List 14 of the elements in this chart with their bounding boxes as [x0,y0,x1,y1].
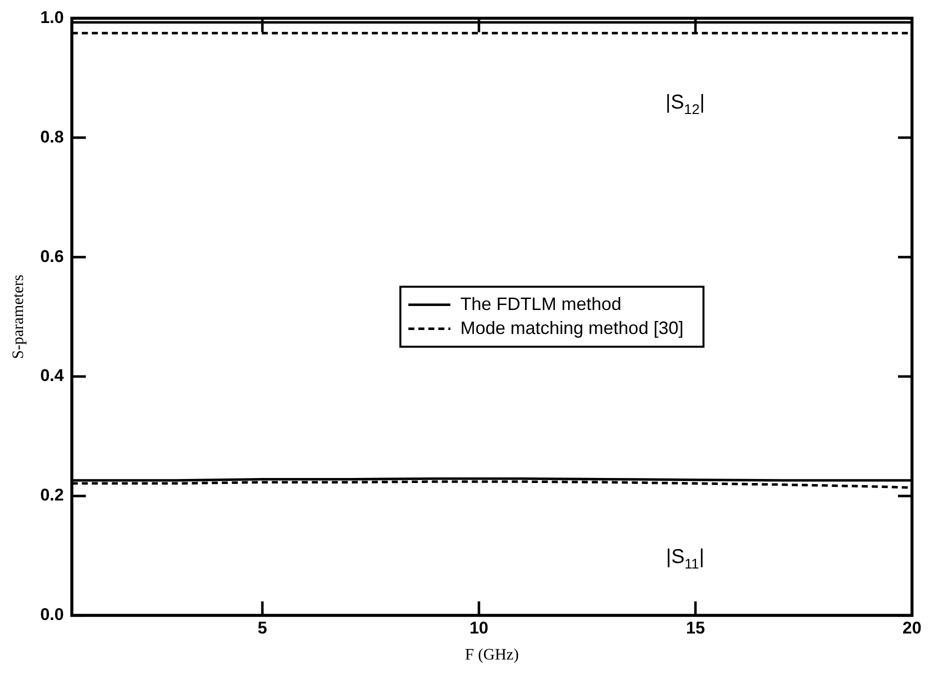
legend-label: Mode matching method [30] [460,318,684,338]
legend-label: The FDTLM method [460,294,622,314]
x-tick-label: 15 [686,618,705,638]
y-tick-label: 0.8 [40,127,64,146]
x-tick-label: 5 [258,618,268,638]
x-tick-label: 10 [469,618,488,638]
y-axis-title: S-parameters [10,274,27,360]
x-tick-label: 20 [902,618,922,638]
y-tick-label: 1.0 [40,8,64,27]
y-tick-label: 0.0 [40,605,64,624]
y-tick-label: 0.4 [40,366,64,386]
y-tick-label: 0.6 [40,246,64,266]
x-axis-title: F (GHz) [465,646,519,664]
y-tick-label: 0.2 [40,486,64,505]
